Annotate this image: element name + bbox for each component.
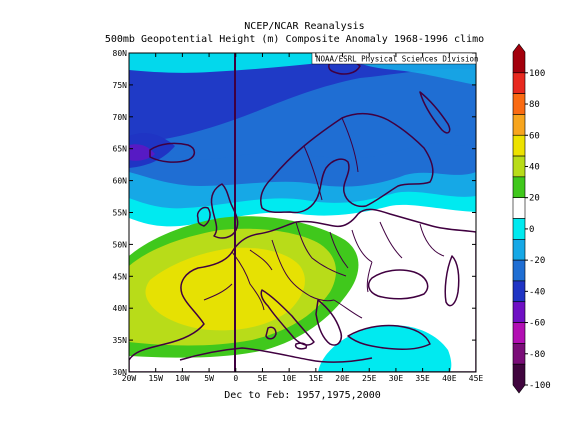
colorbar-swatch — [512, 176, 526, 198]
lon-tick-label: 20W — [122, 374, 137, 383]
colorbar-label: -80 — [529, 350, 545, 360]
lat-tick-label: 75N — [113, 81, 128, 90]
lon-tick-label: 10E — [282, 374, 297, 383]
colorbar-label: -100 — [529, 381, 551, 391]
colorbar-label: 80 — [529, 100, 540, 110]
colorbar-swatch — [512, 259, 526, 282]
lon-tick-label: 5W — [204, 374, 214, 383]
lon-tick-label: 15E — [309, 374, 324, 383]
lon-tick-label: 5E — [258, 374, 268, 383]
lon-tick-label: 15W — [148, 374, 163, 383]
colorbar-label: 60 — [529, 131, 540, 141]
colorbar-swatch — [512, 280, 526, 303]
colorbar-label: 0 — [529, 225, 534, 235]
lat-tick-label: 45N — [113, 272, 128, 281]
colorbar-swatch — [512, 155, 526, 178]
credit-box — [311, 52, 477, 65]
lat-tick-label: 50N — [113, 240, 128, 249]
negative-anomaly-north — [129, 53, 476, 227]
lat-tick-label: 60N — [113, 177, 128, 186]
title-line-1: NCEP/NCAR Reanalysis — [244, 21, 365, 32]
credit-text: NOAA/ESRL Physical Sciences Division — [316, 55, 479, 64]
lat-tick-label: 40N — [113, 304, 128, 313]
colorbar-label: 100 — [529, 69, 545, 79]
lon-tick-label: 30E — [389, 374, 404, 383]
lon-tick-label: 40E — [442, 374, 457, 383]
colorbar-swatch — [512, 301, 526, 323]
lat-tick-label: 55N — [113, 209, 128, 218]
anomaly-field — [129, 53, 476, 372]
footer-caption: Dec to Feb: 1957,1975,2000 — [224, 390, 381, 401]
colorbar-swatch — [512, 93, 526, 115]
lon-tick-label: 45E — [469, 374, 484, 383]
colorbar-label: -20 — [529, 256, 545, 266]
colorbar-swatch — [512, 218, 526, 240]
colorbar-label: 20 — [529, 194, 540, 204]
lon-tick-label: 20E — [335, 374, 350, 383]
lon-tick-label: 25E — [362, 374, 377, 383]
lat-tick-label: 30N — [113, 368, 128, 377]
lon-tick-label: 0 — [233, 374, 238, 383]
colorbar-swatch — [512, 197, 526, 219]
colorbar-swatch — [512, 343, 526, 365]
lat-tick-label: 35N — [113, 336, 128, 345]
lat-tick-label: 80N — [113, 49, 128, 58]
colorbar: 100 80 60 40 20 0 -20 -40 -60 -80 -100 — [512, 43, 551, 394]
colorbar-swatch — [512, 43, 526, 74]
title-line-2: 500mb Geopotential Height (m) Composite … — [104, 34, 485, 45]
colorbar-label: 40 — [529, 162, 540, 172]
country-borders — [203, 117, 445, 319]
colorbar-label: -60 — [529, 319, 545, 329]
colorbar-swatch — [512, 322, 526, 344]
colorbar-label: -40 — [529, 287, 545, 297]
coastlines — [129, 59, 476, 372]
axis-ticks: 20W 15W 10W 5W 0 5E 10E 15E 20E 25E 30E 35E 40E 45E 30… — [113, 49, 484, 383]
colorbar-swatch — [512, 72, 526, 94]
colorbar-swatch — [512, 114, 526, 136]
colorbar-swatch — [512, 134, 526, 157]
colorbar-swatch — [512, 363, 526, 394]
lat-tick-label: 70N — [113, 113, 128, 122]
lat-tick-label: 65N — [113, 145, 128, 154]
lon-tick-label: 35E — [415, 374, 430, 383]
colorbar-swatch — [512, 239, 526, 261]
lon-tick-label: 10W — [175, 374, 190, 383]
